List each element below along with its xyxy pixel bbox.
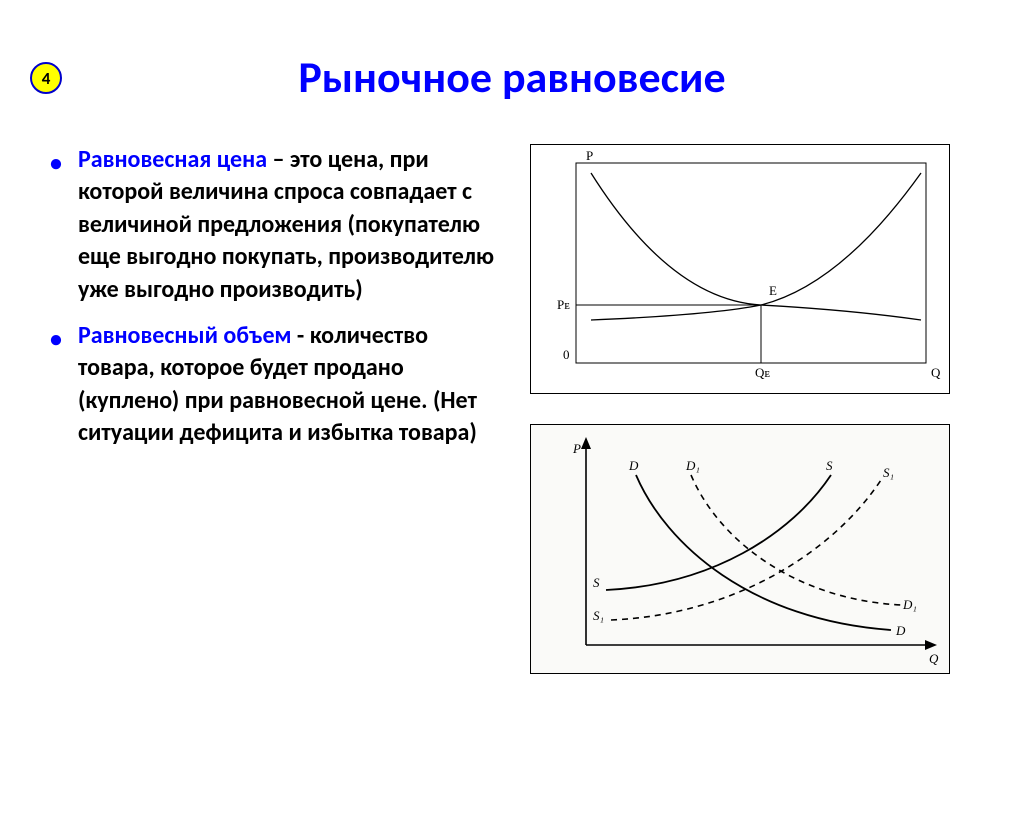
chart2-d1-top: D₁ — [685, 458, 700, 473]
chart2-s-left: S — [593, 575, 600, 590]
chart2-svg: P Q D D₁ S S₁ S S₁ D₁ D — [531, 425, 951, 675]
term-label: Равновесная цена — [78, 145, 267, 174]
chart2-q-label: Q — [929, 651, 939, 666]
slide-number-badge: 4 — [30, 62, 62, 94]
page-title: Рыночное равновесие — [0, 50, 1024, 104]
slide-number-text: 4 — [42, 68, 51, 89]
chart1-pe-label: Pᴇ — [557, 297, 570, 312]
chart1-svg: P Q Pᴇ Qᴇ E 0 — [531, 145, 951, 395]
chart2-d-top: D — [628, 458, 639, 473]
charts-column: P Q Pᴇ Qᴇ E 0 — [530, 144, 980, 674]
chart1-e-label: E — [769, 283, 777, 298]
bullet-text: Равновесная цена – это цена, при которой… — [78, 144, 510, 306]
chart2-d-right: D — [895, 623, 906, 638]
chart1-qe-label: Qᴇ — [755, 365, 770, 380]
bullet-item: • Равновесная цена – это цена, при котор… — [50, 144, 510, 306]
content-area: • Равновесная цена – это цена, при котор… — [0, 144, 1024, 674]
chart2-p-label: P — [572, 441, 581, 456]
chart1-zero-label: 0 — [563, 347, 570, 362]
bullet-item: • Равновесный объем - количество товара,… — [50, 320, 510, 450]
shifted-curves-chart: P Q D D₁ S S₁ S S₁ D₁ D — [530, 424, 950, 674]
bullet-text: Равновесный объем - количество товара, к… — [78, 320, 510, 450]
chart2-s1-top: S₁ — [883, 465, 894, 480]
chart1-q-label: Q — [931, 365, 941, 380]
chart2-d1-right: D₁ — [902, 597, 917, 612]
bullet-dot-icon: • — [50, 148, 62, 306]
text-column: • Равновесная цена – это цена, при котор… — [50, 144, 530, 674]
chart2-s-top: S — [826, 458, 833, 473]
chart1-p-label: P — [586, 148, 593, 163]
chart2-s1-left: S₁ — [593, 608, 604, 623]
bullet-dot-icon: • — [50, 324, 62, 450]
equilibrium-chart: P Q Pᴇ Qᴇ E 0 — [530, 144, 950, 394]
term-label: Равновесный объем — [78, 321, 292, 350]
